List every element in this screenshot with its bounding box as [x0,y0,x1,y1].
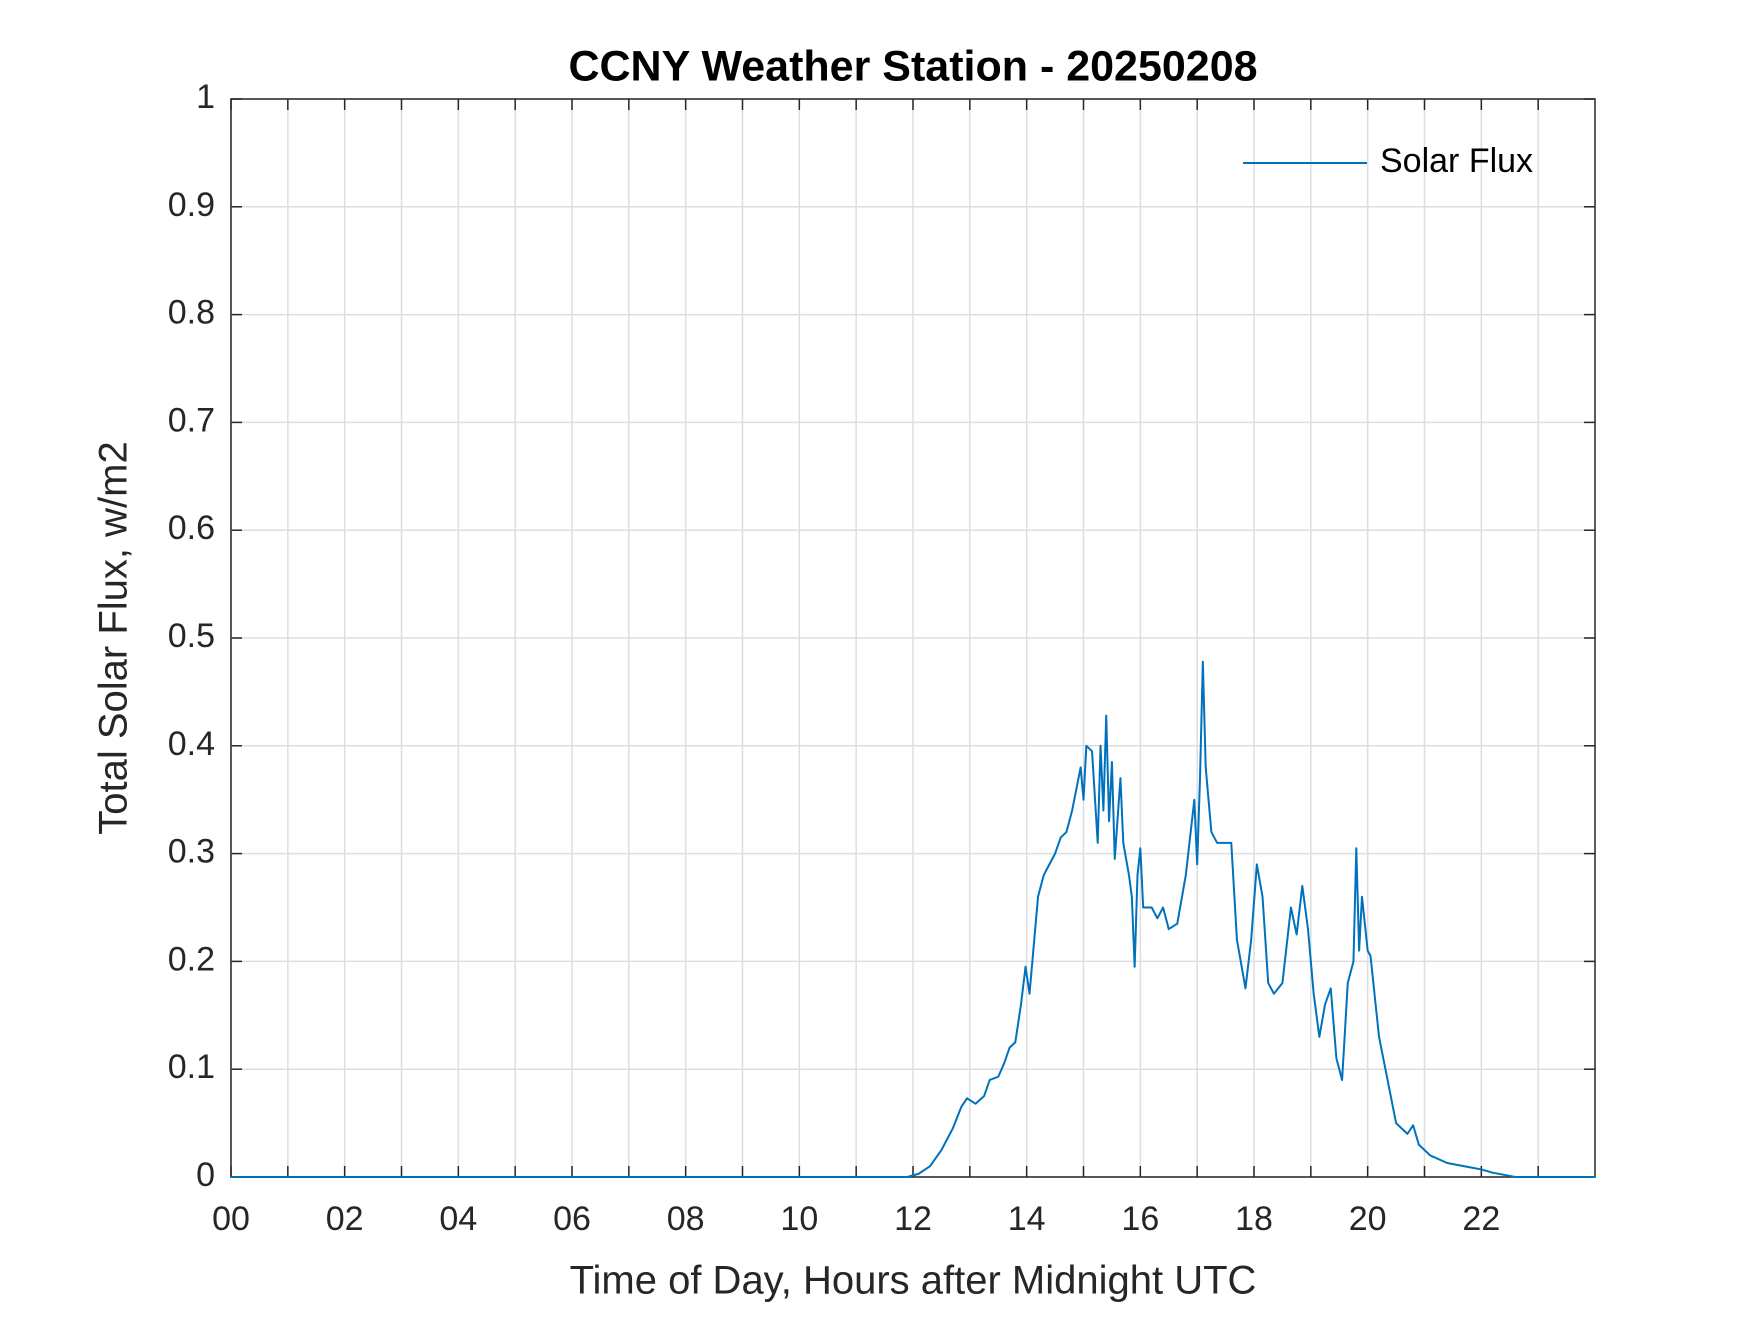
plot-frame [230,98,1596,1178]
x-tick-label: 12 [894,1200,932,1238]
y-axis-label: Total Solar Flux, w/m2 [92,441,136,834]
y-tick-label: 0.4 [168,725,215,763]
x-tick-label: 06 [553,1200,591,1238]
y-tick-label: 1 [196,78,215,116]
y-tick-label: 0.9 [168,186,215,224]
chart-title: CCNY Weather Station - 20250208 [568,42,1257,90]
x-tick-label: 22 [1462,1200,1500,1238]
y-tick-label: 0 [196,1156,215,1194]
x-tick-label: 18 [1235,1200,1273,1238]
x-tick-label: 16 [1121,1200,1159,1238]
y-tick-label: 0.7 [168,401,215,439]
y-tick-label: 0.2 [168,940,215,978]
x-tick-label: 04 [439,1200,477,1238]
x-tick-label: 14 [1008,1200,1046,1238]
y-tick-label: 0.5 [168,617,215,655]
x-tick-label: 00 [212,1200,250,1238]
legend-label: Solar Flux [1380,142,1533,180]
x-axis-label: Time of Day, Hours after Midnight UTC [570,1259,1257,1303]
y-tick-label: 0.8 [168,294,215,332]
x-tick-label: 02 [326,1200,364,1238]
x-tick-label: 08 [667,1200,705,1238]
x-tick-label: 20 [1349,1200,1387,1238]
y-tick-label: 0.1 [168,1048,215,1086]
y-tick-label: 0.6 [168,509,215,547]
y-tick-label: 0.3 [168,833,215,871]
data-line [231,660,1595,1178]
x-tick-label: 10 [780,1200,818,1238]
